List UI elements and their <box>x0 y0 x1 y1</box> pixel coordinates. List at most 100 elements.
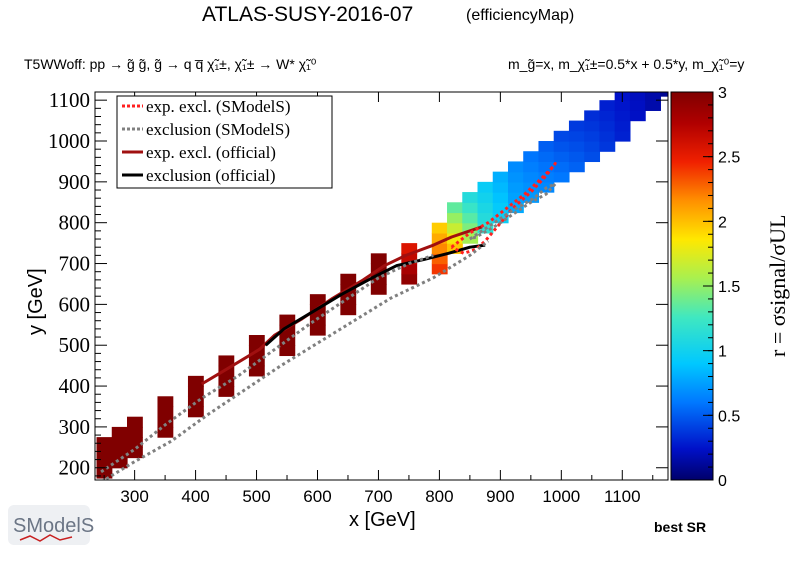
z-tick-label: 3 <box>718 85 727 102</box>
heatmap-cell <box>370 253 387 265</box>
heatmap-cell <box>599 100 616 111</box>
curve-exp-excl-official <box>200 225 483 386</box>
logo-decoration <box>19 534 73 542</box>
heatmap-cell <box>507 161 524 173</box>
curve-exclusion-official <box>264 243 486 347</box>
heatmap-cell <box>462 222 479 234</box>
curve-exclusion-smodels-island <box>469 182 557 241</box>
heatmap-cell <box>401 243 418 254</box>
y-tick-label: 500 <box>59 333 91 357</box>
figure-title: ATLAS-SUSY-2016-07 <box>202 3 413 26</box>
heatmap-cell <box>507 192 524 203</box>
heatmap-cell <box>477 212 494 224</box>
heatmap-cell <box>431 263 448 275</box>
heatmap-cell <box>553 161 570 173</box>
z-tick-label: 1 <box>718 344 727 361</box>
heatmap-cell <box>127 426 143 438</box>
mass-relation-label: m_g̃=x, m_χ̃₁±=0.5*x + 0.5*y, m_χ̃₁⁰=y <box>508 56 744 72</box>
heatmap-cell <box>279 345 296 357</box>
heatmap-cell <box>462 202 479 214</box>
heatmap-cell <box>553 141 570 152</box>
heatmap-cell <box>538 141 555 152</box>
heatmap-cell <box>645 92 661 101</box>
heatmap-cell <box>431 253 448 265</box>
heatmap-cell <box>127 416 143 428</box>
heatmap-cell <box>96 457 113 469</box>
y-tick-label: 200 <box>59 456 91 480</box>
heatmap-cell <box>477 192 494 203</box>
x-tick-label: 700 <box>364 487 392 506</box>
logo-background <box>8 505 90 545</box>
heatmap-cell <box>599 130 616 142</box>
heatmap-cell <box>492 171 509 183</box>
y-axis: 200 300 400 500 600 700 800 900 1000 1100 <box>48 88 668 480</box>
heatmap-cell <box>553 171 570 183</box>
y-tick-label: 300 <box>59 415 91 439</box>
curve-exclusion-smodels-upper <box>100 253 434 474</box>
color-scale-label: r = σsignal/σUL <box>765 215 790 357</box>
heatmap-cell <box>187 386 204 397</box>
heatmap-cell <box>492 181 509 193</box>
x-axis-label: x [GeV] <box>349 509 416 531</box>
heatmap-cell <box>431 222 448 234</box>
heatmap-cell <box>584 130 601 142</box>
heatmap-cell <box>447 222 463 234</box>
legend-label: exp. excl. (SModelS) <box>146 97 290 116</box>
heatmap-cell <box>523 192 540 203</box>
x-tick-label: 1100 <box>604 487 641 506</box>
heatmap-cell <box>568 120 585 132</box>
heatmap-cell <box>614 130 631 142</box>
heatmap-cell <box>370 283 387 295</box>
heatmap-cell <box>157 406 174 418</box>
heatmap-cell <box>431 243 448 254</box>
y-tick-label: 900 <box>59 170 91 194</box>
y-tick-label: 400 <box>59 374 91 398</box>
heatmap-cell <box>523 181 540 193</box>
curve-exp-excl-smodels <box>450 161 557 255</box>
heatmap-cell <box>538 161 555 173</box>
heatmap-cell <box>157 416 174 428</box>
exclusion-curves <box>100 161 557 480</box>
heatmap-cell <box>660 92 668 97</box>
heatmap-cell <box>447 212 463 224</box>
legend-box <box>116 95 333 189</box>
heatmap-cell <box>477 181 494 193</box>
x-tick-label: 900 <box>486 487 514 506</box>
heatmap-cell <box>630 80 646 91</box>
heatmap-cell <box>523 161 540 173</box>
heatmap-cell <box>431 232 448 244</box>
heatmap-cell <box>599 110 616 122</box>
heatmap-cell <box>340 304 357 316</box>
heatmap-cell <box>218 375 235 387</box>
heatmap-cell <box>340 273 357 285</box>
heatmap-cell <box>584 141 601 152</box>
y-tick-label: 700 <box>59 252 91 276</box>
heatmap-cell <box>492 202 509 214</box>
heatmap-cell <box>538 151 555 163</box>
heatmap-cell <box>401 273 418 285</box>
heatmap-cell <box>599 141 616 152</box>
best-sr-label: best SR <box>654 519 706 535</box>
heatmap-cell <box>96 467 113 479</box>
z-tick-label: 0.5 <box>718 408 740 425</box>
heatmap-cell <box>523 151 540 163</box>
heatmap-cell <box>568 130 585 142</box>
figure-subtitle: (efficiencyMap) <box>466 7 574 24</box>
heatmap-cell <box>96 437 113 448</box>
x-axis: 300 400 500 600 700 800 900 1000 1100 <box>103 92 654 506</box>
heatmap-cell <box>568 161 585 173</box>
z-tick-label: 1.5 <box>718 279 740 296</box>
heatmap-cell <box>614 120 631 132</box>
heatmap-cell <box>157 426 174 438</box>
heatmap-cell <box>584 110 601 122</box>
heatmap-cell <box>96 447 113 459</box>
heatmap-cell <box>568 151 585 163</box>
heatmap-cell <box>507 171 524 183</box>
heatmap-cell <box>660 76 676 87</box>
heatmap-cell <box>645 100 661 111</box>
y-tick-label: 600 <box>59 292 91 316</box>
heatmap-cell <box>614 110 631 122</box>
heatmap-cell <box>584 151 601 163</box>
heatmap-cell <box>492 192 509 203</box>
